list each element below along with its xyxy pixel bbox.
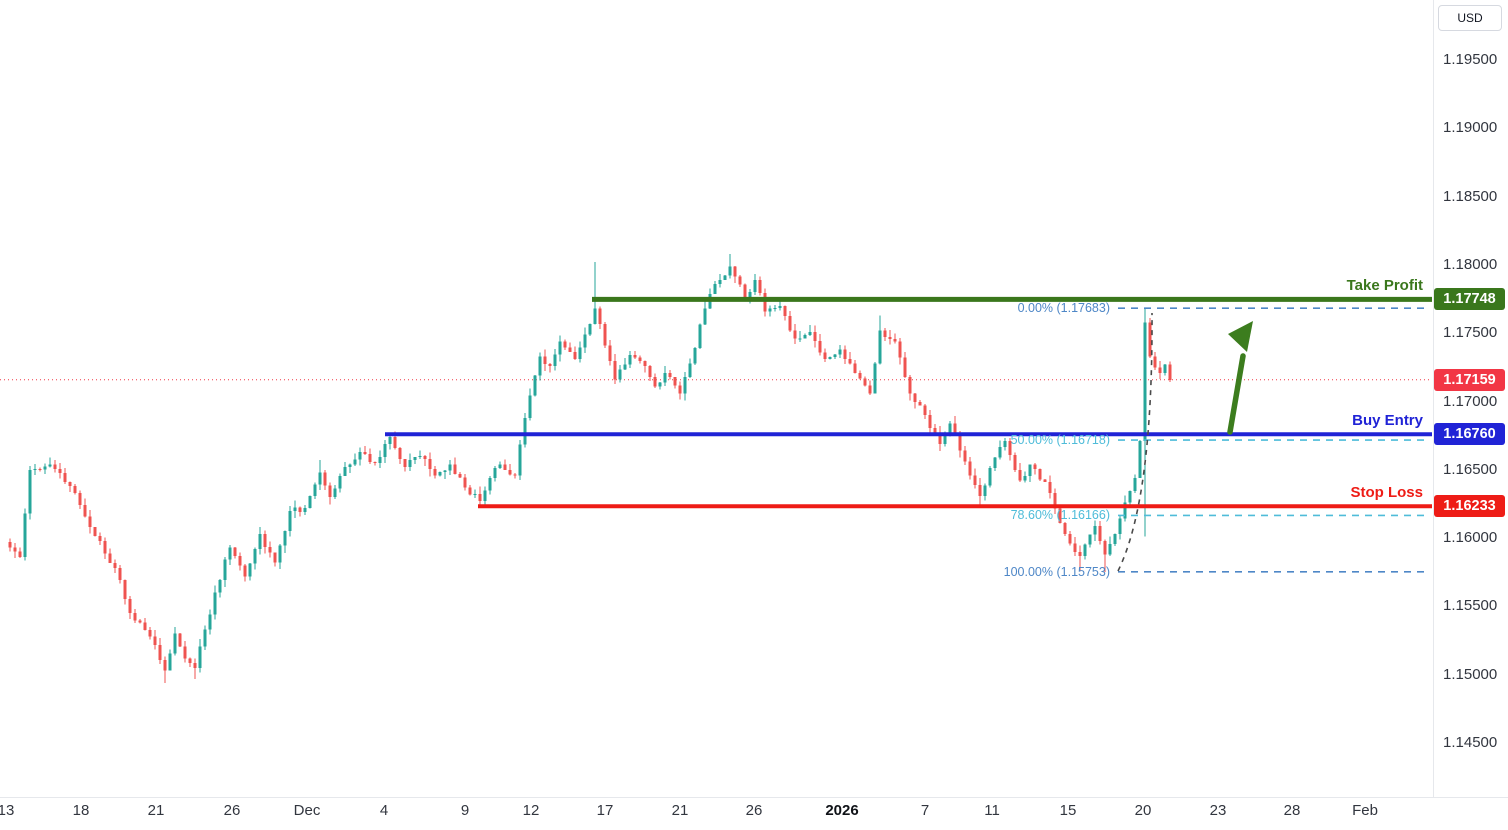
take-profit-price-badge: 1.17748 — [1434, 288, 1505, 311]
time-tick: 17 — [596, 802, 614, 819]
time-tick: 13 — [0, 802, 15, 819]
price-tick: 1.19500 — [1443, 51, 1498, 68]
time-tick: 26 — [223, 802, 241, 819]
fib-level-label: 50.00% (1.16718) — [1010, 433, 1110, 448]
time-axis-border — [0, 797, 1508, 798]
time-tick: 4 — [379, 802, 389, 819]
time-tick: 11 — [984, 802, 1000, 819]
time-tick: 28 — [1283, 802, 1301, 819]
buy-entry-price-badge: 1.16760 — [1434, 423, 1505, 446]
currency-toggle-button[interactable]: USD — [1438, 5, 1502, 31]
fib-level-label: 78.60% (1.16166) — [1010, 508, 1110, 523]
time-tick: 21 — [147, 802, 165, 819]
price-tick: 1.15000 — [1443, 665, 1498, 683]
time-tick: 15 — [1059, 802, 1077, 819]
price-tick: 1.14500 — [1443, 734, 1498, 751]
fib-level-label: 100.00% (1.15753) — [1003, 564, 1110, 579]
time-tick: Feb — [1352, 802, 1378, 819]
price-tick: 1.18000 — [1443, 255, 1498, 273]
last-price-badge: 1.17159 — [1434, 368, 1505, 391]
time-tick: 20 — [1134, 802, 1152, 819]
price-tick: 1.16500 — [1443, 460, 1498, 478]
price-tick: 1.15500 — [1443, 597, 1498, 615]
time-tick: 26 — [745, 802, 763, 819]
time-tick: 18 — [72, 802, 90, 819]
time-tick: 23 — [1209, 802, 1227, 819]
price-tick: 1.19000 — [1443, 119, 1498, 137]
price-axis-border — [1433, 0, 1434, 797]
fib-level-label: 0.00% (1.17683) — [1017, 301, 1110, 316]
time-tick: 9 — [460, 802, 470, 819]
time-tick: 12 — [522, 802, 540, 819]
time-tick: Dec — [293, 802, 321, 819]
time-tick: 7 — [920, 802, 930, 819]
time-tick: 2026 — [825, 802, 859, 819]
time-tick: 21 — [671, 802, 689, 819]
price-tick: 1.17500 — [1443, 324, 1498, 342]
buy-entry-label[interactable]: Buy Entry — [1352, 412, 1423, 430]
price-tick: 1.18500 — [1443, 187, 1498, 205]
stop-loss-label[interactable]: Stop Loss — [1350, 484, 1423, 502]
price-tick: 1.16000 — [1443, 529, 1498, 547]
take-profit-label[interactable]: Take Profit — [1346, 277, 1423, 295]
stop-loss-price-badge: 1.16233 — [1434, 495, 1505, 518]
price-tick: 1.17000 — [1443, 392, 1498, 410]
